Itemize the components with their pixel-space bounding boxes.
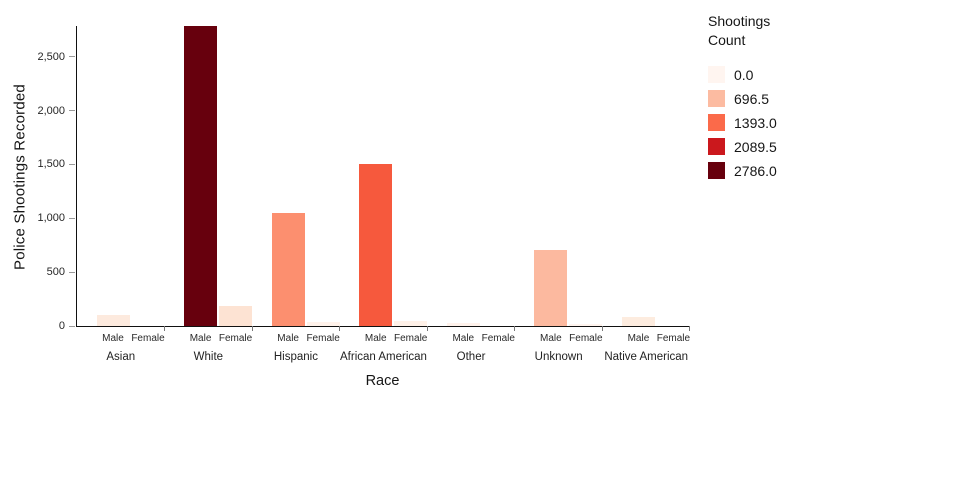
bar-asian-male [96,315,130,326]
legend-item-label: 2089.5 [734,138,777,155]
x-axis-title: Race [365,373,400,389]
x-sublabel-male: Male [277,333,299,344]
legend-item-label: 1393.0 [734,114,777,131]
x-sublabel-male: Male [102,333,124,344]
y-tick-mark [69,163,75,165]
legend-title-line-2: Count [708,32,746,48]
legend-item-label: 0.0 [734,66,754,83]
y-tick-label: 2,000 [37,104,65,117]
bar-group-white: Male Female White [165,26,253,363]
y-tick-label: 500 [46,266,65,279]
x-group-label-asian: Asian [106,351,136,363]
x-group-label-other: Other [456,351,486,363]
x-boundary-tick [689,326,691,331]
x-sublabel-female: Female [131,333,165,344]
y-tick-mark [69,217,75,219]
x-sublabel-male: Male [540,333,562,344]
y-tick-mark [69,110,75,112]
x-sublabel-male: Male [189,333,212,344]
x-group-label-native-american: Native American [604,351,689,363]
x-boundary-tick [251,326,253,331]
x-group-label-hispanic: Hispanic [273,351,318,363]
bar-native-american-male [621,316,655,326]
bar-hispanic-female [306,322,340,326]
legend: Shootings Count 0.0 696.5 1393.0 2089.5 2786… [708,12,777,186]
bar-other-male [446,322,480,326]
y-tick-label: 0 [58,320,65,332]
bar-group-hispanic: Male Female Hispanic [252,26,341,363]
bar-african-american-female [394,321,428,326]
legend-title-line-1: Shootings [708,13,771,29]
legend-swatch [708,162,725,179]
x-boundary-tick [339,326,341,331]
legend-swatch [708,66,725,83]
x-boundary-tick [601,326,603,331]
bar-group-other: Male Female Other [427,26,516,363]
legend-swatch [708,90,725,107]
bar-hispanic-male [271,213,305,326]
x-group-label-white: White [193,351,224,363]
bar-white-female [219,305,253,326]
x-group-label-unknown: Unknown [534,351,583,363]
legend-item: 2089.5 [708,138,777,155]
bar-group-native-american: Male Female Native American [602,26,691,363]
x-boundary-tick [426,326,428,331]
x-sublabel-female: Female [569,333,603,344]
x-sublabel-female: Female [656,333,691,344]
bar-unknown-male [534,249,568,326]
x-boundary-tick [514,326,516,331]
legend-item-label: 696.5 [734,90,770,107]
x-sublabel-female: Female [481,333,515,344]
x-sublabel-male: Male [627,333,650,344]
y-tick-label: 1,000 [37,212,65,225]
bar-african-american-male [359,164,393,326]
legend-title: Shootings Count [708,12,777,50]
y-tick-mark [69,56,75,58]
legend-items: 0.0 696.5 1393.0 2089.5 2786.0 [708,66,777,179]
x-sublabel-male: Male [364,333,387,344]
bar-group-african-american: Male Female African American [340,26,428,363]
x-sublabel-female: Female [306,333,340,344]
legend-item: 696.5 [708,90,777,107]
x-sublabel-female: Female [218,333,253,344]
legend-item: 2786.0 [708,162,777,179]
plot-area: 0 500 1,000 1,500 2,000 2,500 Male Female Asian M… [37,26,691,363]
bar-unknown-female [569,324,603,326]
y-tick-mark [69,325,75,327]
legend-item: 0.0 [708,66,777,83]
x-group-label-african-american: African American [340,351,427,363]
bar-group-unknown: Male Female Unknown [515,26,603,363]
legend-swatch [708,114,725,131]
y-tick-mark [69,271,75,273]
x-boundary-tick [164,326,166,331]
legend-item-label: 2786.0 [734,162,777,179]
legend-swatch [708,138,725,155]
x-sublabel-male: Male [452,333,475,344]
y-tick-label: 1,500 [37,158,65,171]
bar-group-asian: Male Female Asian [77,26,166,363]
y-tick-label: 2,500 [37,50,65,63]
legend-item: 1393.0 [708,114,777,131]
x-sublabel-female: Female [394,333,428,344]
bar-white-male [184,26,218,326]
y-axis-title: Police Shootings Recorded [11,84,29,270]
